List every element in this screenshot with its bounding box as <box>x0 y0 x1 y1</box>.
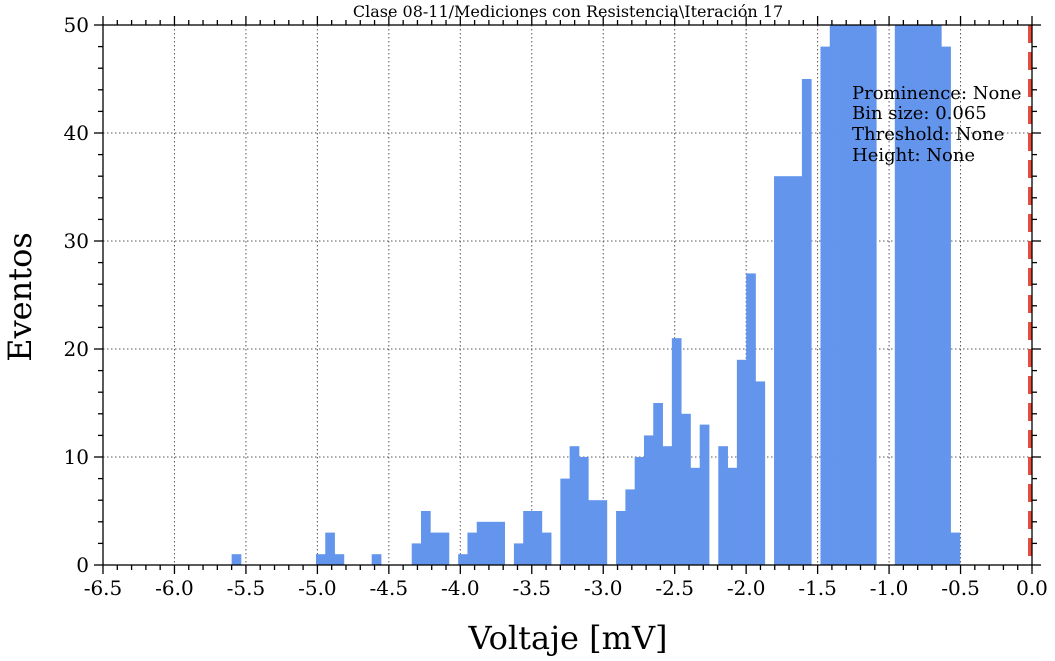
histogram-bar <box>643 435 654 565</box>
histogram-bar <box>857 25 868 565</box>
histogram-bar <box>690 467 701 565</box>
histogram-bar <box>513 543 524 565</box>
chart-title: Clase 08-11/Mediciones con Resistencia\I… <box>353 2 783 21</box>
histogram-bar <box>439 532 450 565</box>
histogram-bar <box>848 25 859 565</box>
histogram-bar <box>866 25 877 565</box>
annotation-threshold: Threshold: None <box>852 124 1004 145</box>
histogram-bars <box>231 25 961 565</box>
y-tick-label: 0 <box>76 553 89 577</box>
y-tick-label: 50 <box>64 13 89 37</box>
histogram-bar <box>922 25 933 565</box>
histogram-bar <box>941 46 951 565</box>
histogram-bar <box>467 532 478 565</box>
x-tick-label: -4.0 <box>441 576 480 600</box>
x-tick-label: -5.0 <box>298 576 337 600</box>
histogram-bar <box>430 532 440 565</box>
histogram-bar <box>839 25 849 565</box>
x-axis-label: Voltaje [mV] <box>467 619 667 657</box>
histogram-bar <box>792 176 803 565</box>
histogram-bar <box>681 413 691 565</box>
histogram-bar <box>588 500 598 565</box>
x-tick-label: 0.0 <box>1016 576 1048 600</box>
histogram-bar <box>727 467 738 565</box>
histogram-bar <box>625 489 636 565</box>
x-tick-label: -2.0 <box>727 576 766 600</box>
y-tick-label: 30 <box>64 229 89 253</box>
histogram-bar <box>653 403 663 565</box>
histogram-bar <box>523 511 533 565</box>
histogram-bar <box>616 511 626 565</box>
x-tick-label: -3.5 <box>512 576 551 600</box>
x-tick-label: -5.5 <box>227 576 266 600</box>
histogram-bar <box>904 25 914 565</box>
histogram-bar <box>662 446 673 565</box>
histogram-bar <box>569 446 580 565</box>
axis-ticks <box>94 16 1041 574</box>
y-tick-label: 10 <box>64 445 89 469</box>
y-tick-labels: 0 10 20 30 40 50 <box>64 13 89 577</box>
histogram-bar <box>931 25 942 565</box>
x-tick-label: -2.5 <box>655 576 694 600</box>
x-tick-label: -6.0 <box>155 576 194 600</box>
histogram-bar <box>541 532 552 565</box>
histogram-bar <box>774 176 784 565</box>
y-tick-label: 40 <box>64 121 89 145</box>
histogram-bar <box>421 511 431 565</box>
histogram-bar <box>746 273 756 565</box>
histogram-bar <box>913 25 924 565</box>
histogram-bar <box>894 25 905 565</box>
histogram-bar <box>634 457 645 565</box>
histogram-bar <box>371 554 382 565</box>
annotation-box: Prominence: None Bin size: 0.065 Thresho… <box>852 83 1022 166</box>
histogram-bar <box>718 446 728 565</box>
histogram-bar <box>560 478 571 565</box>
annotation-height: Height: None <box>852 145 975 166</box>
annotation-bin-size: Bin size: 0.065 <box>852 103 987 124</box>
histogram-bar <box>578 457 589 565</box>
x-tick-label: -1.0 <box>870 576 909 600</box>
histogram-bar <box>325 532 335 565</box>
axes-frame <box>102 24 1033 566</box>
x-tick-label: -4.5 <box>370 576 409 600</box>
histogram-bar <box>495 521 506 565</box>
histogram-bar <box>950 532 961 565</box>
histogram-bar <box>829 25 840 565</box>
histogram-bar <box>411 543 422 565</box>
histogram-bar <box>231 554 242 565</box>
histogram-bar <box>315 554 326 565</box>
histogram-bar <box>820 46 831 565</box>
histogram-bar <box>783 176 794 565</box>
histogram-bar <box>334 554 345 565</box>
histogram-bar <box>671 338 682 565</box>
x-tick-label: -0.5 <box>941 576 980 600</box>
histogram-bar <box>597 500 608 565</box>
histogram-bar <box>458 554 468 565</box>
x-tick-label: -3.0 <box>584 576 623 600</box>
histogram-bar <box>699 424 710 565</box>
histogram-bar <box>476 521 487 565</box>
y-axis-label: Eventos <box>1 232 39 362</box>
histogram-bar <box>801 79 812 565</box>
x-tick-label: -6.5 <box>84 576 123 600</box>
annotation-prominence: Prominence: None <box>852 83 1022 104</box>
plot-frame <box>102 24 1033 566</box>
histogram-bar <box>486 521 496 565</box>
histogram-bar <box>736 359 747 565</box>
histogram-bar <box>532 511 543 565</box>
histogram-bar <box>755 381 766 565</box>
y-tick-label: 20 <box>64 337 89 361</box>
x-tick-labels: -6.5 -6.0 -5.5 -5.0 -4.5 -4.0 -3.5 -3.0 -2.5 -2.0… <box>84 576 1048 600</box>
x-tick-label: -1.5 <box>798 576 837 600</box>
